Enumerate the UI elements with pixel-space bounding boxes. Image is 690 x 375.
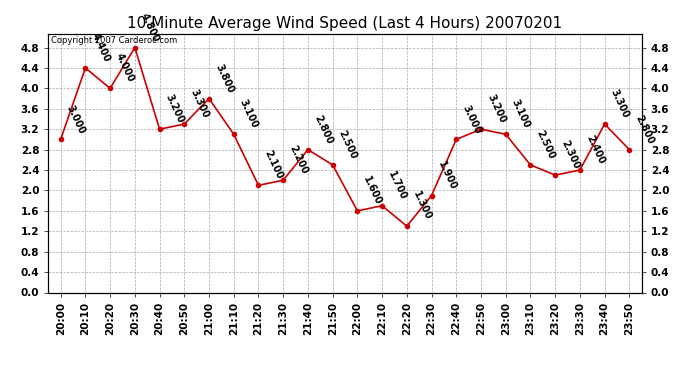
Text: 3.800: 3.800 <box>213 62 235 94</box>
Text: 3.000: 3.000 <box>460 103 482 135</box>
Text: 2.800: 2.800 <box>633 113 656 146</box>
Text: 2.200: 2.200 <box>287 144 309 176</box>
Text: 2.800: 2.800 <box>312 113 334 146</box>
Text: 3.200: 3.200 <box>164 93 186 125</box>
Text: 2.300: 2.300 <box>560 139 582 171</box>
Text: 3.100: 3.100 <box>238 98 260 130</box>
Text: 3.200: 3.200 <box>485 93 507 125</box>
Text: 1.900: 1.900 <box>435 159 457 191</box>
Text: 2.500: 2.500 <box>535 129 557 161</box>
Text: 1.700: 1.700 <box>386 170 408 202</box>
Text: 4.400: 4.400 <box>90 32 112 64</box>
Text: 2.100: 2.100 <box>263 149 285 181</box>
Text: 4.000: 4.000 <box>115 52 137 84</box>
Title: 10 Minute Average Wind Speed (Last 4 Hours) 20070201: 10 Minute Average Wind Speed (Last 4 Hou… <box>128 16 562 31</box>
Text: 3.300: 3.300 <box>188 88 210 120</box>
Text: 3.100: 3.100 <box>510 98 532 130</box>
Text: 3.300: 3.300 <box>609 88 631 120</box>
Text: 1.600: 1.600 <box>362 175 384 207</box>
Text: 2.400: 2.400 <box>584 134 606 166</box>
Text: 2.500: 2.500 <box>337 129 359 161</box>
Text: 3.000: 3.000 <box>65 103 87 135</box>
Text: Copyright 2007 Carderoc.com: Copyright 2007 Carderoc.com <box>51 36 177 45</box>
Text: 4.800: 4.800 <box>139 11 161 44</box>
Text: 1.300: 1.300 <box>411 190 433 222</box>
